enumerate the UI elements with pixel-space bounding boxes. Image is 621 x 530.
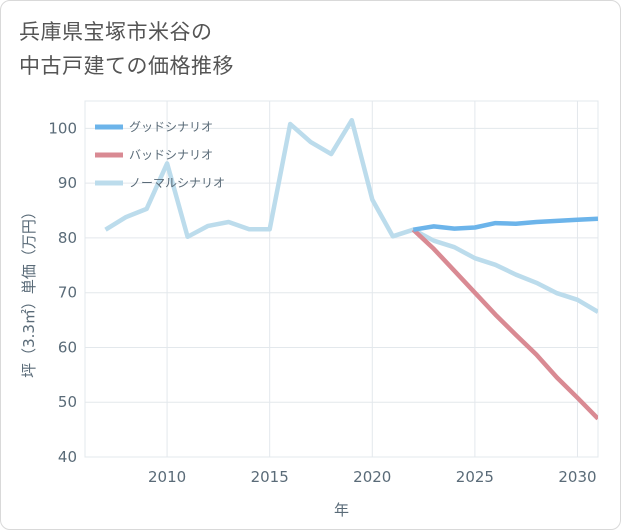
x-axis-title: 年 — [334, 501, 349, 519]
legend-label: ノーマルシナリオ — [129, 176, 225, 190]
good-scenario-line — [412, 216, 598, 232]
y-tick-label: 100 — [48, 119, 77, 137]
legend-label: バッドシナリオ — [129, 148, 213, 162]
legend-label: グッドシナリオ — [129, 120, 213, 134]
x-tick-label: 2030 — [558, 468, 596, 486]
y-tick-label: 80 — [58, 229, 77, 247]
bad-scenario-line — [411, 228, 598, 421]
x-tick-label: 2010 — [148, 468, 186, 486]
x-tick-label: 2020 — [353, 468, 391, 486]
y-tick-label: 40 — [58, 448, 77, 466]
legend-good-scenario: グッドシナリオ — [95, 120, 213, 134]
normal-scenario-line — [104, 117, 598, 314]
legend-normal-scenario: ノーマルシナリオ — [95, 176, 225, 190]
x-tick-label: 2025 — [456, 468, 494, 486]
chart-title: 兵庫県宝塚市米谷の 中古戸建ての価格推移 — [19, 15, 234, 83]
y-tick-label: 60 — [58, 338, 77, 356]
y-tick-label: 90 — [58, 174, 77, 192]
y-axis-title: 坪（3.3㎡）単価（万円） — [20, 204, 38, 378]
chart-title-line2: 中古戸建ての価格推移 — [19, 54, 234, 78]
legend-bad-scenario: バッドシナリオ — [95, 148, 213, 162]
y-tick-label: 50 — [58, 393, 77, 411]
series-lines — [104, 117, 598, 421]
x-tick-label: 2015 — [251, 468, 289, 486]
y-tick-label: 70 — [58, 284, 77, 302]
chart-title-line1: 兵庫県宝塚市米谷の — [19, 20, 213, 44]
axes: 40 50 60 70 80 90 100 2010 2015 2020 2025 2030 — [48, 119, 596, 486]
